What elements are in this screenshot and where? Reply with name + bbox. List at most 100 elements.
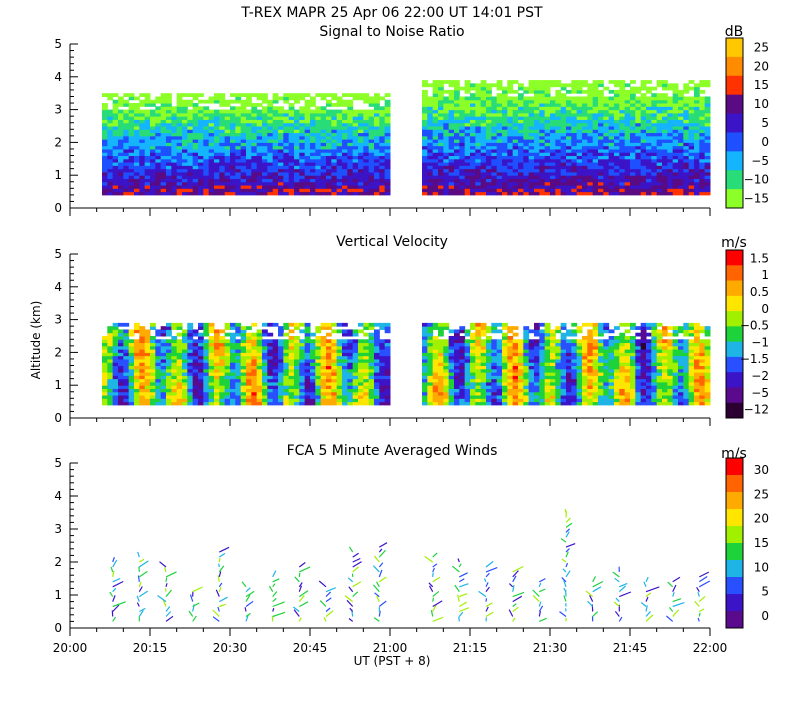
heatmap-cell	[230, 152, 236, 156]
heatmap-cell	[427, 106, 433, 110]
heatmap-cell	[705, 83, 711, 87]
heatmap-cell	[443, 152, 449, 156]
heatmap-cell	[481, 372, 487, 376]
heatmap-cell	[241, 188, 247, 192]
heatmap-cell	[171, 326, 177, 330]
heatmap-cell	[470, 392, 476, 396]
heatmap-cell	[177, 96, 183, 100]
heatmap-cell	[491, 113, 497, 117]
heatmap-cell	[187, 162, 193, 166]
heatmap-cell	[134, 346, 140, 350]
heatmap-cell	[337, 119, 343, 123]
heatmap-cell	[449, 156, 455, 160]
heatmap-cell	[331, 152, 337, 156]
heatmap-cell	[262, 398, 268, 402]
heatmap-cell	[433, 339, 439, 343]
heatmap-cell	[577, 116, 583, 120]
heatmap-cell	[582, 172, 588, 176]
heatmap-cell	[187, 395, 193, 399]
heatmap-cell	[614, 159, 620, 163]
heatmap-cell	[363, 136, 369, 140]
heatmap-cell	[283, 133, 289, 137]
heatmap-cell	[235, 382, 241, 386]
heatmap-cell	[203, 343, 209, 347]
heatmap-cell	[161, 402, 167, 406]
heatmap-cell	[177, 149, 183, 153]
heatmap-cell	[566, 123, 572, 127]
heatmap-cell	[107, 326, 113, 330]
heatmap-cell	[203, 100, 209, 104]
heatmap-cell	[107, 369, 113, 373]
heatmap-cell	[166, 165, 172, 169]
heatmap-cell	[443, 323, 449, 327]
heatmap-cell	[187, 110, 193, 114]
heatmap-cell	[459, 136, 465, 140]
heatmap-cell	[529, 139, 535, 143]
heatmap-cell	[651, 175, 657, 179]
heatmap-cell	[347, 398, 353, 402]
heatmap-cell	[561, 119, 567, 123]
heatmap-cell	[118, 110, 124, 114]
heatmap-cell	[315, 349, 321, 353]
heatmap-cell	[305, 375, 311, 379]
heatmap-cell	[657, 96, 663, 100]
heatmap-cell	[539, 126, 545, 130]
heatmap-cell	[150, 385, 156, 389]
heatmap-cell	[241, 133, 247, 137]
heatmap-cell	[529, 175, 535, 179]
heatmap-cell	[299, 323, 305, 327]
heatmap-cell	[443, 159, 449, 163]
heatmap-cell	[635, 119, 641, 123]
heatmap-cell	[161, 349, 167, 353]
heatmap-cell	[198, 126, 204, 130]
heatmap-cell	[449, 149, 455, 153]
heatmap-cell	[278, 113, 284, 117]
heatmap-cell	[139, 129, 145, 133]
heatmap-cell	[102, 402, 108, 406]
heatmap-cell	[502, 185, 508, 189]
heatmap-cell	[438, 159, 444, 163]
heatmap-cell	[694, 146, 700, 150]
heatmap-cell	[289, 162, 295, 166]
heatmap-cell	[134, 326, 140, 330]
heatmap-cell	[422, 103, 428, 107]
heatmap-cell	[193, 185, 199, 189]
heatmap-cell	[433, 372, 439, 376]
heatmap-cell	[353, 192, 359, 196]
heatmap-cell	[374, 165, 380, 169]
heatmap-cell	[550, 182, 556, 186]
heatmap-cell	[278, 366, 284, 370]
heatmap-cell	[529, 126, 535, 130]
heatmap-cell	[102, 133, 108, 137]
heatmap-cell	[577, 136, 583, 140]
heatmap-cell	[278, 343, 284, 347]
heatmap-cell	[667, 96, 673, 100]
heatmap-cell	[214, 116, 220, 120]
heatmap-cell	[294, 359, 300, 363]
heatmap-cell	[433, 156, 439, 160]
heatmap-cell	[646, 87, 652, 91]
heatmap-cell	[235, 169, 241, 173]
heatmap-cell	[443, 382, 449, 386]
heatmap-cell	[459, 346, 465, 350]
heatmap-cell	[593, 185, 599, 189]
heatmap-cell	[507, 106, 513, 110]
heatmap-cell	[689, 129, 695, 133]
heatmap-cell	[454, 385, 460, 389]
heatmap-cell	[177, 119, 183, 123]
heatmap-cell	[454, 349, 460, 353]
heatmap-cell	[427, 172, 433, 176]
heatmap-cell	[123, 175, 129, 179]
heatmap-cell	[273, 175, 279, 179]
heatmap-cell	[481, 156, 487, 160]
heatmap-cell	[465, 352, 471, 356]
heatmap-cell	[385, 343, 391, 347]
heatmap-cell	[342, 333, 348, 337]
heatmap-cell	[534, 152, 540, 156]
heatmap-cell	[449, 362, 455, 366]
heatmap-cell	[374, 106, 380, 110]
heatmap-cell	[273, 100, 279, 104]
heatmap-cell	[529, 185, 535, 189]
y-tick-label: 4	[54, 70, 62, 84]
heatmap-cell	[337, 349, 343, 353]
